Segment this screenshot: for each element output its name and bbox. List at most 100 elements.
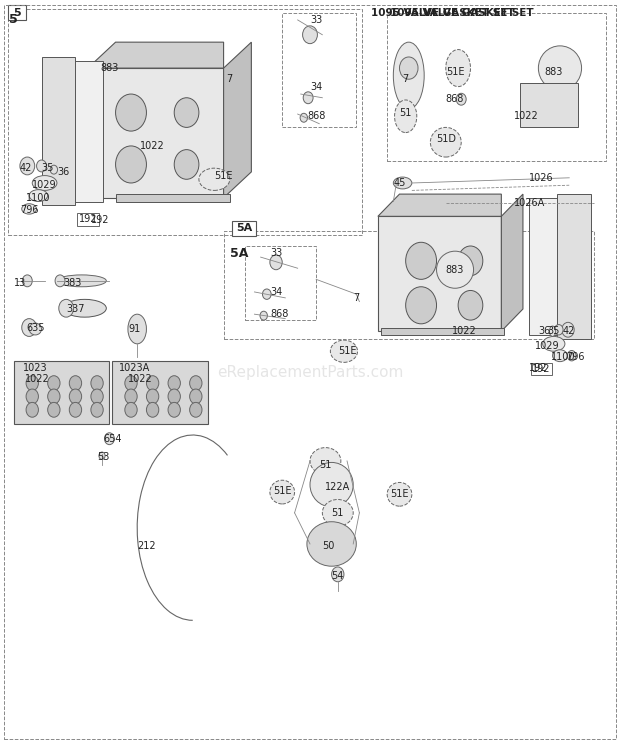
Text: 7: 7 (353, 293, 360, 303)
Bar (232, 221, 256, 236)
Text: 1029: 1029 (32, 180, 57, 190)
Bar (282, 13, 356, 127)
Text: 192: 192 (529, 363, 547, 373)
Text: 50: 50 (322, 541, 335, 551)
Circle shape (48, 403, 60, 417)
Circle shape (190, 403, 202, 417)
Circle shape (174, 150, 199, 179)
Circle shape (69, 389, 82, 404)
Circle shape (168, 376, 180, 391)
Text: 1022: 1022 (25, 374, 50, 385)
Text: 1095 VALVE GASKET SET: 1095 VALVE GASKET SET (371, 8, 515, 19)
Circle shape (405, 286, 436, 324)
Ellipse shape (270, 480, 294, 504)
Circle shape (567, 350, 576, 361)
Circle shape (190, 389, 202, 404)
Text: 5A: 5A (236, 223, 252, 233)
Text: 13: 13 (14, 278, 26, 288)
Text: 7: 7 (227, 74, 233, 84)
Circle shape (26, 403, 38, 417)
Circle shape (115, 94, 146, 131)
Text: eReplacementParts.com: eReplacementParts.com (217, 365, 403, 379)
Circle shape (125, 376, 137, 391)
Text: 1022: 1022 (514, 112, 538, 121)
Polygon shape (224, 42, 251, 198)
Circle shape (168, 389, 180, 404)
Text: 34: 34 (310, 82, 322, 92)
Ellipse shape (22, 204, 37, 214)
Text: 212: 212 (137, 541, 156, 551)
Bar (387, 13, 606, 161)
Circle shape (458, 246, 483, 275)
Text: 122A: 122A (326, 482, 351, 492)
Text: 1095 VALVE GASKET SET: 1095 VALVE GASKET SET (390, 8, 534, 19)
Ellipse shape (538, 46, 582, 90)
Text: 51: 51 (332, 508, 344, 518)
Circle shape (190, 376, 202, 391)
Text: 1022: 1022 (452, 326, 477, 336)
Text: 51: 51 (399, 108, 412, 118)
Bar (381, 327, 505, 335)
Circle shape (48, 376, 60, 391)
Circle shape (146, 389, 159, 404)
Polygon shape (88, 42, 224, 68)
Circle shape (405, 243, 436, 279)
Text: 1023A: 1023A (118, 363, 150, 373)
Circle shape (332, 567, 344, 582)
Circle shape (303, 26, 317, 44)
Bar (557, 194, 591, 339)
Ellipse shape (549, 326, 556, 336)
Ellipse shape (552, 350, 567, 362)
Text: 192: 192 (532, 364, 551, 374)
Circle shape (270, 255, 282, 270)
Circle shape (48, 389, 60, 404)
Ellipse shape (387, 482, 412, 506)
Bar (245, 246, 316, 320)
Text: 51E: 51E (338, 346, 356, 356)
Text: 7: 7 (402, 74, 409, 84)
Text: 1026: 1026 (529, 173, 554, 183)
Circle shape (262, 289, 271, 299)
Text: 91: 91 (128, 324, 140, 334)
Bar (7, 5, 26, 20)
Text: 1100: 1100 (551, 352, 575, 362)
Ellipse shape (310, 448, 341, 474)
Ellipse shape (446, 50, 471, 86)
Bar (7, 9, 363, 235)
Ellipse shape (330, 340, 358, 362)
Text: 33: 33 (310, 15, 322, 25)
Bar (378, 217, 502, 331)
Text: 35: 35 (547, 326, 560, 336)
Circle shape (115, 146, 146, 183)
Ellipse shape (310, 463, 353, 507)
Ellipse shape (57, 275, 106, 286)
Text: 1029: 1029 (535, 341, 560, 351)
Ellipse shape (63, 299, 106, 317)
Circle shape (456, 93, 466, 105)
Text: 5: 5 (9, 13, 18, 27)
Circle shape (300, 113, 308, 122)
Circle shape (69, 403, 82, 417)
Circle shape (26, 389, 38, 404)
Ellipse shape (29, 190, 48, 202)
Text: 36: 36 (57, 167, 69, 177)
Bar (115, 194, 230, 202)
Circle shape (55, 275, 65, 286)
Text: 796: 796 (20, 205, 38, 216)
Circle shape (146, 376, 159, 391)
Circle shape (99, 452, 105, 460)
Circle shape (260, 311, 267, 320)
Circle shape (458, 290, 483, 320)
Text: 45: 45 (393, 178, 405, 188)
Text: 51E: 51E (273, 486, 291, 496)
Ellipse shape (394, 100, 417, 132)
Text: 35: 35 (42, 163, 54, 173)
Text: 5: 5 (13, 7, 20, 18)
Text: 868: 868 (307, 112, 326, 121)
Text: 51E: 51E (390, 490, 409, 499)
Circle shape (125, 403, 137, 417)
Circle shape (562, 322, 574, 337)
Circle shape (26, 376, 38, 391)
Text: 883: 883 (446, 265, 464, 275)
Circle shape (399, 57, 418, 79)
